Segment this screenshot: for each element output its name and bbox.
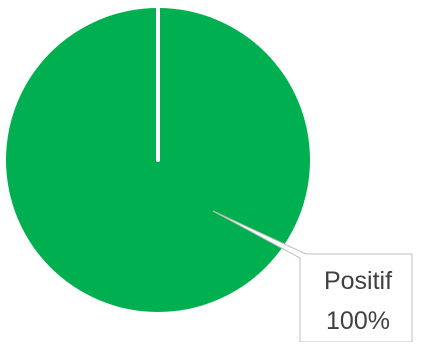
pie-slices [6,4,310,312]
data-label-category: Positif [324,267,392,295]
data-label-percent: 100% [326,307,390,335]
data-labels: Positif 100% [212,210,413,343]
